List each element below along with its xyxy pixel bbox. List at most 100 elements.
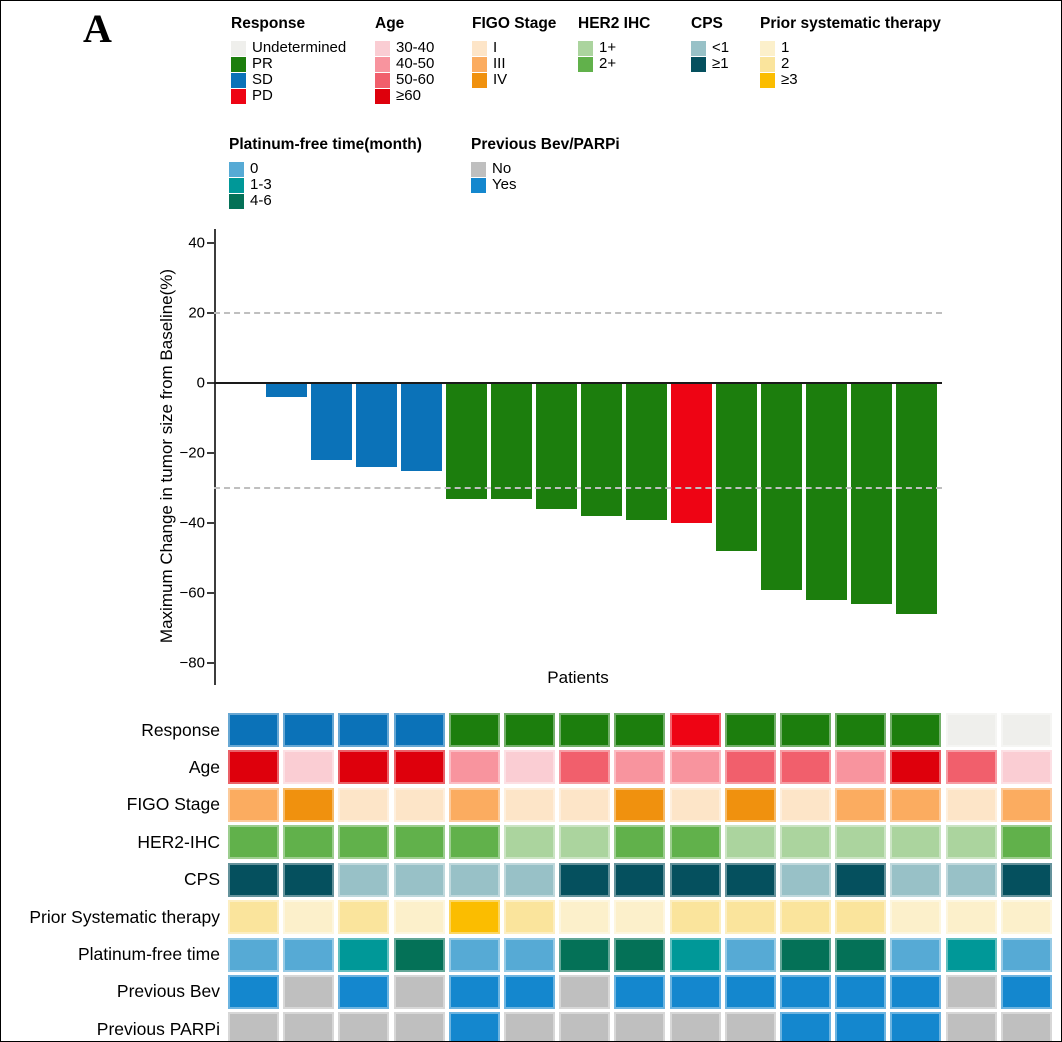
track-cell bbox=[448, 937, 500, 972]
waterfall-bar bbox=[761, 383, 802, 590]
track-cell bbox=[504, 713, 555, 747]
track-cell bbox=[945, 900, 997, 935]
legend-title: HER2 IHC bbox=[578, 15, 651, 32]
legend-item-label: Undetermined bbox=[252, 39, 347, 56]
legend-swatch bbox=[231, 72, 246, 88]
track-cell bbox=[945, 825, 997, 860]
track-cell bbox=[780, 900, 831, 935]
track-cell bbox=[283, 974, 335, 1009]
track-cell bbox=[283, 787, 335, 822]
legend-swatch bbox=[691, 40, 706, 56]
legend-item: ≥3 bbox=[760, 72, 941, 88]
legend-item: 30-40 bbox=[375, 40, 434, 56]
track-label-previous-parpi: Previous PARPi bbox=[96, 1018, 220, 1039]
legend-item-label: No bbox=[492, 160, 512, 177]
track-cell bbox=[228, 825, 279, 860]
waterfall-bar bbox=[311, 383, 352, 460]
track-cell bbox=[780, 974, 831, 1009]
track-cell bbox=[614, 787, 666, 822]
track-cell bbox=[559, 825, 611, 860]
waterfall-bar bbox=[356, 383, 397, 467]
waterfall-bar bbox=[491, 383, 532, 499]
track-cell bbox=[835, 1012, 887, 1041]
track-cell bbox=[669, 713, 721, 747]
track-cell bbox=[669, 750, 721, 785]
track-cell bbox=[393, 713, 445, 747]
track-cell bbox=[780, 787, 831, 822]
legend-swatch bbox=[375, 72, 390, 88]
track-cell bbox=[504, 750, 555, 785]
track-cell bbox=[724, 974, 776, 1009]
y-tick-label: 20 bbox=[188, 304, 205, 322]
y-tick-label: −60 bbox=[179, 584, 205, 602]
legend-response: Response Undetermined PR SD PD bbox=[231, 15, 346, 104]
track-cell bbox=[283, 862, 335, 897]
waterfall-bar bbox=[581, 383, 622, 516]
track-cell bbox=[669, 825, 721, 860]
track-cell bbox=[835, 787, 887, 822]
track-cell bbox=[945, 974, 997, 1009]
track-cell bbox=[724, 862, 776, 897]
waterfall-bar bbox=[266, 383, 307, 397]
legend-swatch bbox=[231, 88, 246, 104]
legend-item-label: 4-6 bbox=[250, 192, 272, 209]
track-cell bbox=[228, 787, 279, 822]
track-cell bbox=[724, 825, 776, 860]
legend-item-label: IV bbox=[493, 71, 508, 88]
track-cell bbox=[614, 900, 666, 935]
track-cell bbox=[614, 862, 666, 897]
legend-item: 2 bbox=[760, 56, 941, 72]
track-cell bbox=[945, 1012, 997, 1041]
track-cell bbox=[559, 750, 611, 785]
track-cell bbox=[338, 787, 390, 822]
legend-item: III bbox=[472, 56, 556, 72]
reference-dashed-line bbox=[214, 487, 942, 489]
legend-item: 1+ bbox=[578, 40, 650, 56]
y-tick-label: −80 bbox=[179, 654, 205, 672]
track-cell bbox=[614, 974, 666, 1009]
track-cell bbox=[1000, 787, 1052, 822]
waterfall-bar bbox=[446, 383, 487, 499]
track-cell bbox=[504, 862, 555, 897]
track-cell bbox=[1000, 900, 1052, 935]
track-cell bbox=[448, 787, 500, 822]
legend-title: FIGO Stage bbox=[472, 15, 557, 32]
track-cell bbox=[338, 713, 390, 747]
track-cell bbox=[338, 750, 390, 785]
track-label-platinum-free-time: Platinum-free time bbox=[78, 944, 220, 965]
track-cell bbox=[669, 862, 721, 897]
legend-swatch bbox=[229, 177, 244, 193]
legend-item-label: Yes bbox=[492, 176, 517, 193]
legend-platinum-free-time-month: Platinum-free time(month) 0 1-3 4-6 bbox=[229, 136, 422, 209]
track-cell bbox=[338, 825, 390, 860]
track-cell bbox=[393, 825, 445, 860]
track-cell bbox=[559, 713, 611, 747]
track-cell bbox=[228, 937, 279, 972]
track-cell bbox=[283, 937, 335, 972]
legend-title: Prior systematic therapy bbox=[760, 15, 941, 32]
track-cell bbox=[228, 974, 279, 1009]
track-cell bbox=[283, 900, 335, 935]
track-cell bbox=[835, 862, 887, 897]
track-cell bbox=[835, 825, 887, 860]
track-cell bbox=[448, 900, 500, 935]
track-cell bbox=[448, 750, 500, 785]
legend-item-label: 50-60 bbox=[396, 71, 435, 88]
legend-item-label: 2+ bbox=[599, 55, 617, 72]
legend-item-label: 1+ bbox=[599, 39, 617, 56]
track-label-her2-ihc: HER2-IHC bbox=[137, 831, 220, 852]
track-cell bbox=[448, 1012, 500, 1041]
track-cell bbox=[283, 1012, 335, 1041]
track-cell bbox=[890, 787, 942, 822]
track-cell bbox=[393, 900, 445, 935]
track-cell bbox=[780, 825, 831, 860]
track-cell bbox=[283, 750, 335, 785]
track-cell bbox=[890, 900, 942, 935]
track-cell bbox=[393, 1012, 445, 1041]
waterfall-bar bbox=[851, 383, 892, 604]
waterfall-bar bbox=[671, 383, 712, 523]
legend-item-label: ≥60 bbox=[396, 87, 421, 104]
track-cell bbox=[724, 787, 776, 822]
legend-title: Previous Bev/PARPi bbox=[471, 136, 620, 153]
legend-swatch bbox=[471, 177, 486, 193]
